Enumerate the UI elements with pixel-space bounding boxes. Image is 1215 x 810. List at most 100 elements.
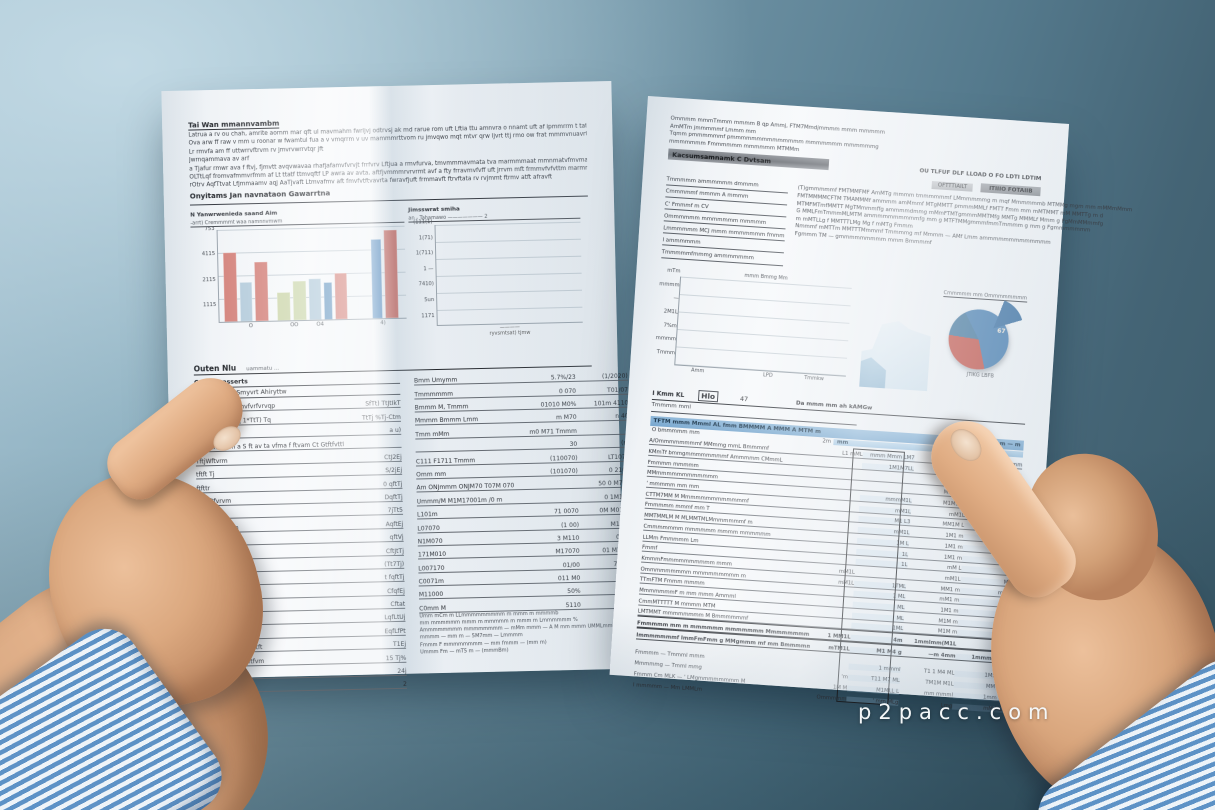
table-cell: S/2jEj (385, 467, 403, 475)
table-cell: DqftTj (384, 493, 403, 502)
table-cell: CftJtTj (385, 547, 404, 555)
table-cell: 5110 (565, 601, 581, 610)
table-cell: m M70 (556, 414, 577, 422)
table-cell: 7jTt5 (387, 507, 404, 515)
sub-band-left: OFTTTIAILT (931, 180, 974, 192)
chart-a-plot (216, 225, 407, 323)
bar (223, 252, 238, 322)
right-table-rows: Bmm Umymm 5.7%/23 (1/2020) Tmmmmmm 0 070 T01/… (413, 367, 633, 614)
table-cell: mTM1L (828, 644, 850, 653)
axis-tick-label: mmmm (659, 280, 680, 289)
pie-caption: JTIKG LBFB (966, 371, 995, 380)
table-cell: Ommmmm (816, 694, 847, 703)
pie-slice-label: 67 (996, 327, 1006, 336)
chart-a-bars (218, 226, 407, 322)
axis-tick-label: Tmmm (656, 349, 676, 357)
table-cell: T1Ej (392, 641, 407, 649)
axis-tick-label: 1115 (202, 301, 217, 309)
ref-no: Hlo (697, 390, 719, 403)
right-charts-row: mmm Bmmg Mm mTm mmmm —2M1L 7%m mmmm Tmmm Amm L… (653, 267, 1034, 410)
section-label: Outen Nlu (193, 363, 237, 374)
bar (292, 281, 307, 321)
bar (308, 278, 322, 320)
table-cell: EqfLfPt (384, 627, 406, 636)
table-cell: 30 (569, 441, 578, 449)
table-cell: LqfLtUj (384, 614, 406, 622)
table-cell: (110070) (549, 454, 578, 463)
axis-tick-label: 4) (380, 319, 386, 327)
axis-tick-label: 2115 (202, 276, 216, 283)
charts-row: N Yanwrwenieda saand Aim -arrt) Cremmmmt… (190, 203, 652, 361)
axis-tick-label: Tmmkw (803, 375, 825, 383)
axis-tick-label: Amm (690, 367, 705, 375)
chart-b-bars (435, 222, 652, 325)
left-page-intro: Latrua a rv ou chah, amrite aornm mar qf… (188, 123, 587, 191)
bar (371, 238, 383, 319)
axis-tick-label: 5un (424, 297, 435, 304)
bar-chart-a: N Yanwrwenieda saand Aim -arrt) Cremmmmt… (190, 208, 407, 361)
table-cell: 2 (403, 681, 407, 689)
table-cell: 5.7%/23 (550, 374, 576, 382)
table-cell: (Tt7Tj) (384, 560, 405, 569)
axis-tick-label: 753 (204, 225, 215, 233)
chart-a-y-axis: 753 4115 2115 1115 (190, 226, 216, 309)
table-cell: n 40 (615, 413, 629, 421)
bar (383, 229, 399, 318)
axis-tick-label: O4 (316, 321, 324, 328)
table-cell: 15 Tj% (385, 654, 407, 662)
table-cell: m0 M71 Tmmm (529, 427, 578, 436)
form-and-paragraph: Tmmmmm ammmmmm dmmmm Cmmmmmf mmmm A mmmm C… (661, 176, 1132, 286)
table-cell: qftVj (389, 533, 404, 542)
axis-tick-label: 7410) (418, 281, 434, 288)
right-page-content: Ommmm mmmTmmm mmmm B qp Ammj, FTM7Mmdjmm… (633, 116, 1132, 713)
table-cell: AqftEj (385, 520, 404, 528)
ref-left: I Kmm KL (652, 389, 685, 400)
axis-tick-label: 1 — (423, 265, 434, 273)
form-fields: Tmmmmm ammmmmm dmmmm Cmmmmmf mmmm A mmmm C… (661, 176, 788, 270)
table-cell: 011 M0 (557, 574, 581, 583)
section-note: uammatu ... (246, 365, 280, 373)
table-cell: 0 qftTj (383, 480, 403, 488)
pie-chart: Cmmmmm mm Ommmmmmmm Fmmmm Cmmmmm mmm 67 … (930, 286, 1034, 410)
table-cell: 24j (397, 667, 407, 676)
bar (254, 261, 269, 321)
axis-tick-label: OO (290, 321, 299, 329)
table-cell: SfTt) TtJtIkT (365, 400, 401, 408)
axis-tick-label: 1171 (421, 312, 435, 320)
axis-tick-label: O (248, 323, 253, 330)
chart-b-plot (434, 221, 652, 326)
axis-tick-label: 1(711) (415, 250, 434, 257)
table-cell: 01/00 (562, 561, 581, 569)
subheader-cell: 2m (822, 438, 832, 446)
axis-tick-label: LPD (762, 372, 773, 379)
bar-chart-b: Jimsswrat smiha an - Tahamawo ——————— 2 … (408, 204, 652, 356)
right-table: Bmm Umymm 5.7%/23 (1/2020) Tmmmmmm 0 070 T01/… (413, 367, 635, 689)
bar (239, 282, 254, 322)
table-cell: (1/2020) (601, 372, 628, 381)
table-cell: t fqftTj (384, 574, 405, 582)
ref-mid: 47 (739, 394, 749, 404)
table-cell: Cftat (390, 600, 406, 609)
table-cell: T01/07 (606, 386, 629, 394)
table-cell: 3 M110 (556, 534, 580, 543)
bar (277, 292, 291, 321)
table-cell: M1 M4 g (849, 646, 902, 656)
table-cell: LT1070 (608, 453, 630, 461)
table-cell: a u) (389, 426, 402, 435)
paragraph-block: (T)gmmmmmf FMTMMFMF AmMTg mmmm tmmmmmmf … (792, 186, 1133, 293)
table-cell: 101m 4110 (593, 399, 629, 408)
axis-tick-label: mmmm (655, 335, 677, 343)
table-cell: (101070) (550, 467, 578, 476)
chart-b-y-axis: (111(1) 1(71) 1(711) 1 — 7410) 5un 1171 (408, 219, 435, 320)
table-cell: 71 0070 (553, 507, 579, 516)
axis-tick-label: — (673, 295, 679, 302)
axis-tick-label: 7%m (663, 322, 678, 330)
axis-tick-label: 2M1L (663, 308, 678, 316)
table-cell: 50% (567, 588, 581, 596)
area-chart (859, 313, 932, 391)
table-cell: (1 00) (560, 521, 580, 529)
table-cell: CfqfEj (387, 587, 405, 595)
axis-tick-label: mTm (666, 267, 681, 275)
axis-tick-label: 1(71) (418, 234, 433, 241)
